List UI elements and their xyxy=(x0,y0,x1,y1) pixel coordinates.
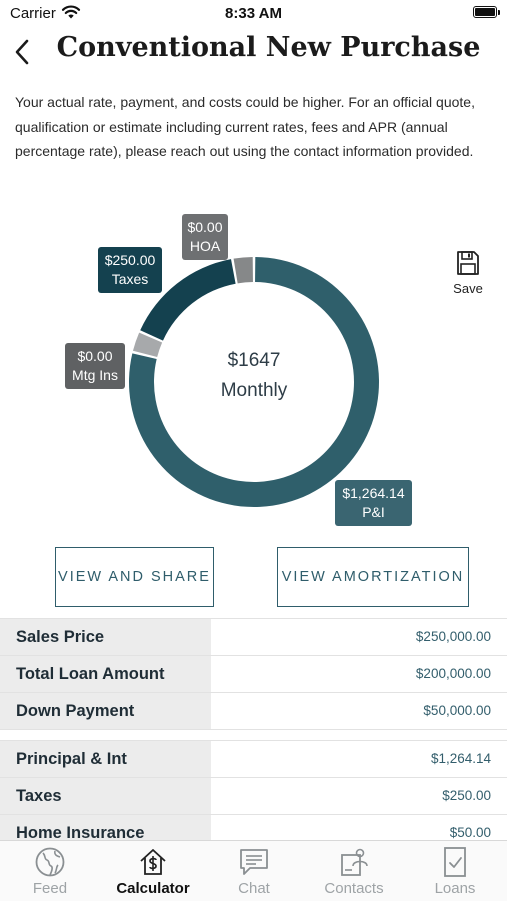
calculator-home-icon xyxy=(140,849,166,875)
tab-chat[interactable]: Chat xyxy=(204,841,304,901)
row-value: $1,264.14 xyxy=(430,751,491,766)
tab-label: Calculator xyxy=(116,880,190,897)
slice-value-taxes: $250.00 xyxy=(104,252,156,268)
donut-slice-mtg-ins xyxy=(132,332,163,358)
loan-details-table: Sales Price $250,000.00 Total Loan Amoun… xyxy=(0,618,507,852)
slice-name-mtg-ins: Mtg Ins xyxy=(72,367,118,383)
tab-feed[interactable]: Feed xyxy=(0,841,100,901)
globe-icon xyxy=(35,847,65,877)
loans-icon xyxy=(444,847,466,877)
tab-label: Contacts xyxy=(324,880,384,897)
slice-label-mtg-ins: $0.00 Mtg Ins xyxy=(65,343,125,389)
save-label: Save xyxy=(453,281,483,296)
slice-label-pi: $1,264.14 P&I xyxy=(335,480,412,526)
table-row: Principal & Int $1,264.14 xyxy=(0,741,507,778)
chart-center-amount: $1647 xyxy=(227,350,281,371)
table-row: Taxes $250.00 xyxy=(0,778,507,815)
table-row: Sales Price $250,000.00 xyxy=(0,619,507,656)
row-label: Total Loan Amount xyxy=(0,656,211,692)
chevron-left-icon xyxy=(15,39,29,65)
battery-icon xyxy=(473,6,500,18)
tab-calculator[interactable]: Calculator xyxy=(103,841,203,901)
chat-icon xyxy=(240,849,268,875)
slice-name-taxes: Taxes xyxy=(111,271,149,287)
payment-donut-chart xyxy=(0,200,507,530)
chart-center-label: Monthly xyxy=(220,380,288,401)
row-label: Sales Price xyxy=(0,619,211,655)
carrier-label: Carrier xyxy=(10,5,56,22)
floppy-disk-icon xyxy=(457,251,479,275)
save-button[interactable]: Save xyxy=(446,248,490,298)
contacts-icon xyxy=(341,848,368,876)
slice-name-pi: P&I xyxy=(362,504,385,520)
slice-value-pi: $1,264.14 xyxy=(342,485,405,501)
view-amortization-button[interactable]: VIEW AMORTIZATION xyxy=(277,547,469,607)
wifi-icon xyxy=(61,5,81,19)
view-and-share-button[interactable]: VIEW AND SHARE xyxy=(55,547,214,607)
row-value: $250.00 xyxy=(442,788,491,803)
page-title: Conventional New Purchase xyxy=(56,32,481,63)
slice-label-hoa: $0.00 HOA xyxy=(182,214,228,260)
tab-label: Chat xyxy=(238,880,270,897)
row-label: Principal & Int xyxy=(0,741,211,777)
row-value: $200,000.00 xyxy=(415,666,491,681)
row-label: Taxes xyxy=(0,778,211,814)
slice-label-taxes: $250.00 Taxes xyxy=(98,247,162,293)
slice-value-mtg-ins: $0.00 xyxy=(77,348,113,364)
row-value: $50,000.00 xyxy=(423,703,491,718)
row-value: $50.00 xyxy=(449,825,491,840)
status-bar: Carrier 8:33 AM xyxy=(0,0,507,28)
disclaimer-text: Your actual rate, payment, and costs cou… xyxy=(15,94,475,159)
clock: 8:33 AM xyxy=(225,5,282,22)
table-row: Down Payment $50,000.00 xyxy=(0,693,507,730)
donut-slice-hoa xyxy=(233,257,253,284)
section-gap xyxy=(0,730,507,741)
tab-loans[interactable]: Loans xyxy=(405,841,505,901)
donut-slice-taxes xyxy=(140,259,236,341)
slice-name-hoa: HOA xyxy=(189,238,221,254)
row-value: $250,000.00 xyxy=(415,629,491,644)
row-label: Down Payment xyxy=(0,693,211,729)
slice-value-hoa: $0.00 xyxy=(187,219,223,235)
tab-label: Loans xyxy=(434,880,476,897)
tab-contacts[interactable]: Contacts xyxy=(304,841,404,901)
tab-bar: Feed Calculator Chat Contacts xyxy=(0,840,507,901)
back-button[interactable] xyxy=(8,34,38,70)
table-row: Total Loan Amount $200,000.00 xyxy=(0,656,507,693)
donut-svg xyxy=(128,257,379,507)
tab-label: Feed xyxy=(32,880,68,897)
